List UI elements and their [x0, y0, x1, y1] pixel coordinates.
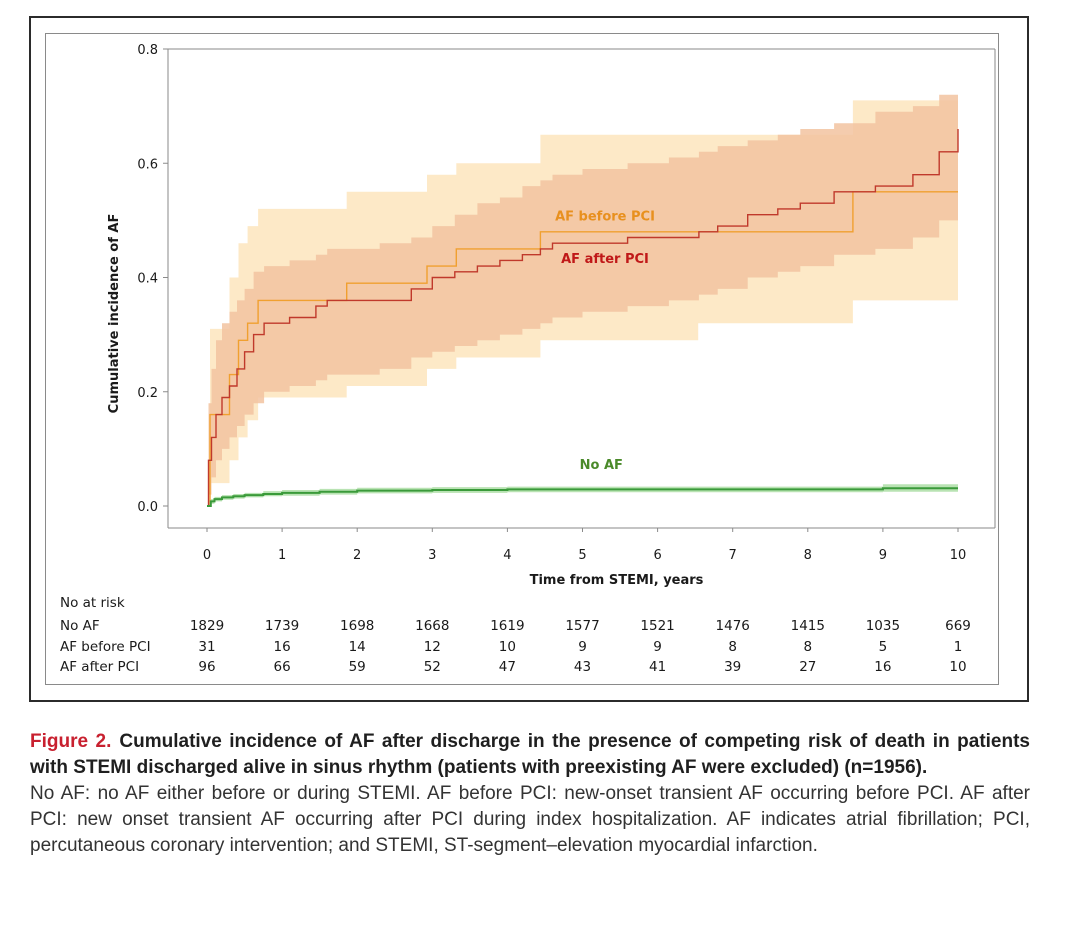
risk-cell: 1668 [415, 618, 449, 634]
risk-cell: 9 [578, 639, 587, 655]
x-tick-label: 6 [653, 548, 661, 563]
figure-inner-frame [45, 33, 999, 685]
series-line-no-af [207, 487, 958, 507]
risk-cell: 8 [804, 639, 813, 655]
risk-row-label: No AF [60, 618, 100, 634]
risk-cell: 9 [653, 639, 662, 655]
risk-table-header: No at risk [60, 595, 125, 611]
figure-number: Figure 2. [30, 731, 112, 752]
y-ticks: 0.0 0.2 0.4 0.6 0.8 [137, 43, 168, 515]
risk-cell: 39 [724, 659, 741, 675]
x-tick-label: 0 [203, 548, 211, 563]
figure-caption: Figure 2. Cumulative incidence of AF afte… [30, 729, 1030, 859]
series-annotations: AF before PCI AF after PCI No AF [555, 209, 655, 472]
series-line-af-after-pci [207, 129, 959, 507]
axes [167, 48, 996, 529]
x-tick-label: 8 [804, 548, 812, 563]
risk-cell: 16 [874, 659, 891, 675]
cumulative-incidence-chart: 0.00.20.40.60.8 0 1 2 3 4 5 6 7 8 9 10 Cumulative … [60, 43, 996, 675]
x-tick-label: 9 [879, 548, 887, 563]
y-tick-label: 0.6 [137, 157, 158, 172]
figure-title: Cumulative incidence of AF after dischar… [30, 731, 1030, 778]
x-tick-label: 7 [729, 548, 737, 563]
series-label-no-af: No AF [580, 458, 623, 473]
x-axis-title: Time from STEMI, years [530, 573, 704, 588]
risk-cell: 1 [954, 639, 963, 655]
x-tick-label: 4 [503, 548, 511, 563]
risk-cell: 27 [799, 659, 816, 675]
risk-cell: 52 [424, 659, 441, 675]
series-label-af-before-pci: AF before PCI [555, 209, 655, 224]
risk-cell: 1619 [490, 618, 524, 634]
y-tick-label: 0.8 [137, 43, 158, 58]
risk-cell: 1521 [640, 618, 674, 634]
y-tick-label: 0.0 [137, 500, 158, 515]
risk-cell: 8 [728, 639, 737, 655]
risk-cell: 1035 [866, 618, 900, 634]
caption-title: Figure 2. Cumulative incidence of AF afte… [30, 729, 1030, 781]
risk-cell: 1698 [340, 618, 374, 634]
x-tick-label: 10 [950, 548, 967, 563]
risk-cell: 59 [349, 659, 366, 675]
series-label-af-after-pci: AF after PCI [561, 252, 649, 267]
risk-cell: 1829 [190, 618, 224, 634]
risk-row-label: AF before PCI [60, 639, 151, 655]
risk-cell: 5 [879, 639, 888, 655]
risk-cell: 43 [574, 659, 591, 675]
risk-row-label: AF after PCI [60, 659, 139, 675]
x-tick-label: 3 [428, 548, 436, 563]
risk-table: No at risk No AF 1829 1739 1698 1668 1619 1577… [60, 595, 971, 675]
ci-band-no-af [207, 484, 958, 506]
series-lines [207, 129, 959, 507]
y-tick-label: 0.2 [137, 386, 158, 401]
x-tick-label: 2 [353, 548, 361, 563]
risk-cell: 31 [198, 639, 215, 655]
risk-cell: 41 [649, 659, 666, 675]
x-tick-label: 1 [278, 548, 286, 563]
y-tick-label: 0.4 [137, 272, 158, 287]
risk-cell: 12 [424, 639, 441, 655]
risk-cell: 66 [274, 659, 291, 675]
risk-cell: 10 [499, 639, 516, 655]
y-axis-title: Cumulative incidence of AF [107, 214, 122, 414]
risk-cell: 16 [274, 639, 291, 655]
x-ticks: 0 1 2 3 4 5 6 7 8 9 10 [203, 528, 966, 563]
risk-cell: 1476 [716, 618, 750, 634]
risk-cell: 96 [198, 659, 215, 675]
risk-cell: 10 [949, 659, 966, 675]
ci-band-af-after-pci [207, 94, 958, 506]
risk-cell: 14 [349, 639, 366, 655]
x-tick-label: 5 [578, 548, 586, 563]
caption-description: No AF: no AF either before or during STE… [30, 783, 1030, 856]
figure-outer-frame [29, 16, 1029, 702]
risk-cell: 1577 [565, 618, 599, 634]
risk-cell: 1415 [791, 618, 825, 634]
risk-cell: 669 [945, 618, 971, 634]
risk-cell: 47 [499, 659, 516, 675]
risk-cell: 1739 [265, 618, 299, 634]
